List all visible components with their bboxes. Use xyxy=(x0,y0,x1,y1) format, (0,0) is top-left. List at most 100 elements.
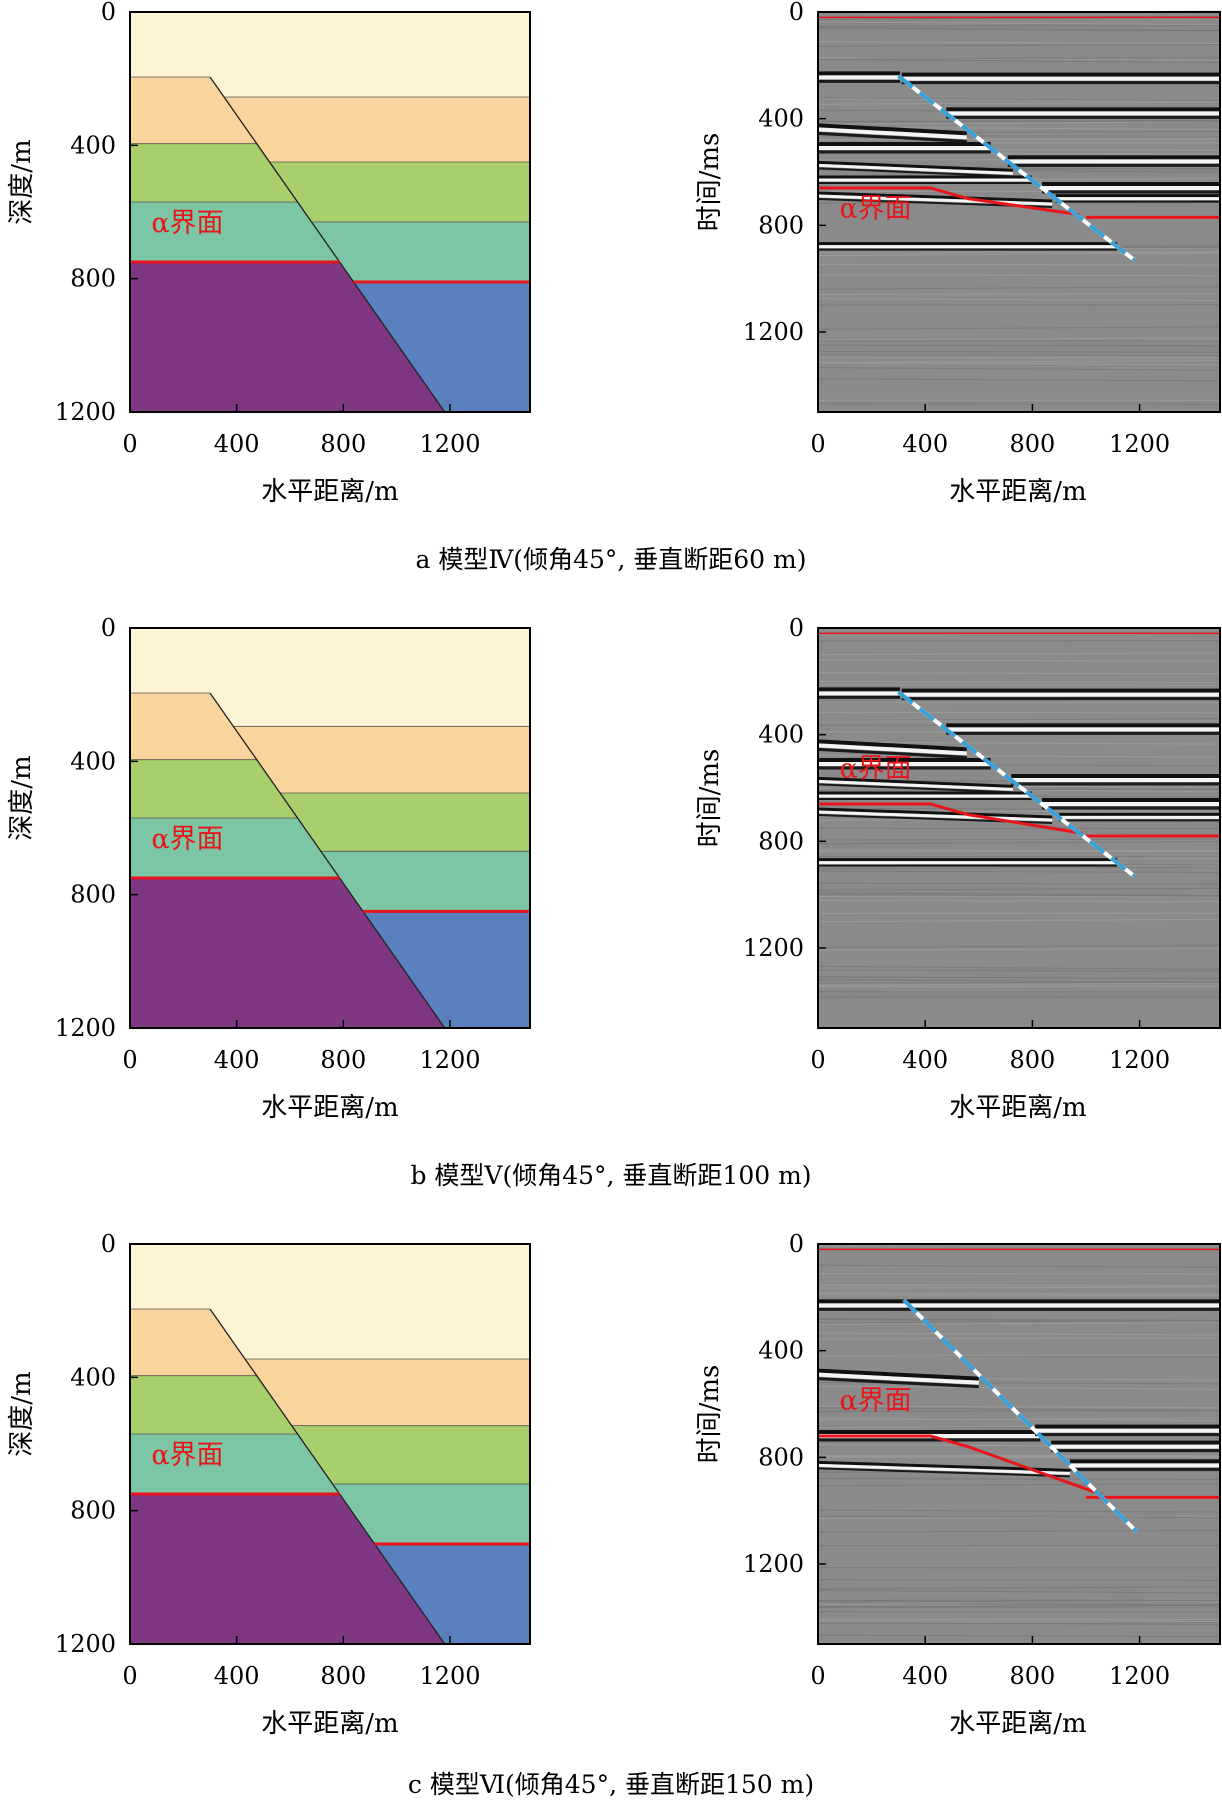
basement-footwall xyxy=(130,878,445,1028)
seismic-noise xyxy=(817,633,1221,636)
seismic-noise xyxy=(817,1410,1221,1412)
y-tick-label: 800 xyxy=(758,827,804,855)
seismic-noise xyxy=(817,1483,1221,1487)
layer-hangingwall-4 xyxy=(320,851,530,912)
reflection-peak xyxy=(817,779,1013,791)
seismic-noise xyxy=(817,976,1221,980)
x-tick-label: 400 xyxy=(214,430,260,458)
seismic-noise xyxy=(817,1318,1221,1321)
basement-footwall xyxy=(130,262,445,412)
seismic-noise xyxy=(817,1405,1221,1409)
seismic-noise xyxy=(817,1604,1221,1608)
layer-hangingwall-2 xyxy=(224,97,530,162)
fault-line-dashed xyxy=(897,690,1136,878)
y-tick-label: 0 xyxy=(789,614,804,642)
plot-frame xyxy=(817,1243,1221,1645)
seismic-noise xyxy=(817,788,1221,791)
seismic-noise xyxy=(817,119,1221,122)
y-tick-label: 0 xyxy=(789,1230,804,1258)
y-tick-label: 1200 xyxy=(55,398,116,426)
x-axis-title: 水平距离/m xyxy=(261,1093,398,1123)
seismic-noise xyxy=(817,252,1221,257)
y-tick-label: 1200 xyxy=(743,318,804,346)
basement-hangingwall xyxy=(374,1544,530,1644)
plot-frame xyxy=(129,11,531,413)
y-tick-label: 400 xyxy=(70,131,116,159)
x-tick-label: 800 xyxy=(1009,1662,1055,1690)
y-tick-label: 400 xyxy=(758,1337,804,1365)
x-tick-label: 0 xyxy=(810,1046,825,1074)
layer-footwall-3 xyxy=(130,1375,298,1434)
layer-top xyxy=(130,1244,530,1309)
reflection-trough xyxy=(817,1368,979,1381)
seismic-noise xyxy=(817,944,1221,949)
seismic-noise xyxy=(817,948,1221,951)
fault-line-dashed xyxy=(897,74,1136,262)
layer-hangingwall-4 xyxy=(311,222,530,282)
x-tick-label: 0 xyxy=(810,1662,825,1690)
x-tick-label: 1200 xyxy=(1109,1662,1170,1690)
fault-line-dashed xyxy=(902,1298,1139,1534)
seismic-noise xyxy=(817,1292,1221,1295)
seismic-noise xyxy=(817,98,1221,102)
seismic-noise xyxy=(817,866,1221,870)
seismic-noise xyxy=(817,1600,1221,1603)
reflection-peak xyxy=(817,163,1013,175)
seismic-noise xyxy=(817,985,1221,988)
alpha-annotation: α界面 xyxy=(151,208,223,239)
reflection-peak xyxy=(817,1372,979,1385)
fault-trace xyxy=(209,76,446,413)
seismic-noise xyxy=(817,344,1221,347)
reflection-peak xyxy=(817,810,1053,822)
y-tick-label: 0 xyxy=(101,614,116,642)
seismic-noise xyxy=(817,982,1221,986)
seismic-noise xyxy=(817,120,1221,123)
seismic-noise xyxy=(817,362,1221,366)
seismic-section-b-time: α界面 0 400 800 1200 0 400 800 1200 水平距离/m 时间/ms xyxy=(695,614,1221,1123)
seismic-noise xyxy=(817,969,1221,972)
reflection-trough xyxy=(817,160,1013,172)
caption-a: a 模型Ⅳ(倾角45°, 垂直断距60 m) xyxy=(415,545,806,574)
reflection-peak xyxy=(817,1463,1070,1475)
reflection-trough xyxy=(817,747,967,759)
seismic-noise xyxy=(817,1529,1221,1533)
plot-frame xyxy=(817,627,1221,1029)
seismic-noise xyxy=(817,1622,1221,1625)
x-tick-label: 0 xyxy=(122,1046,137,1074)
seismic-noise xyxy=(817,1385,1221,1390)
seismic-noise xyxy=(817,27,1221,31)
plot-frame xyxy=(817,11,1221,413)
y-axis-title: 时间/ms xyxy=(695,1365,725,1464)
layer-footwall-2 xyxy=(130,693,257,760)
seismic-noise xyxy=(817,58,1221,63)
seismic-noise xyxy=(817,870,1221,873)
y-axis-title: 深度/m xyxy=(7,755,37,840)
seismic-noise xyxy=(817,788,1221,793)
x-tick-label: 400 xyxy=(902,430,948,458)
seismic-noise xyxy=(817,25,1221,28)
seismic-noise xyxy=(817,741,1221,745)
y-tick-label: 800 xyxy=(758,1443,804,1471)
seismic-noise xyxy=(817,274,1221,277)
x-tick-label: 0 xyxy=(810,430,825,458)
seismic-noise xyxy=(817,1478,1221,1480)
seismic-noise xyxy=(817,1515,1221,1519)
layer-hangingwall-3 xyxy=(291,1425,530,1484)
y-tick-label: 1200 xyxy=(55,1014,116,1042)
seismic-noise xyxy=(817,351,1221,353)
seismic-noise xyxy=(817,718,1221,722)
seismic-noise xyxy=(817,360,1221,363)
x-tick-label: 0 xyxy=(122,430,137,458)
x-tick-label: 400 xyxy=(214,1046,260,1074)
seismic-noise xyxy=(817,841,1221,845)
alpha-annotation: α界面 xyxy=(839,193,911,224)
y-tick-label: 400 xyxy=(758,721,804,749)
reflection-trough xyxy=(817,167,1013,178)
reflection-trough xyxy=(817,1467,1070,1478)
x-tick-label: 800 xyxy=(1009,430,1055,458)
layer-hangingwall-3 xyxy=(269,162,530,222)
seismic-noise xyxy=(817,293,1221,296)
